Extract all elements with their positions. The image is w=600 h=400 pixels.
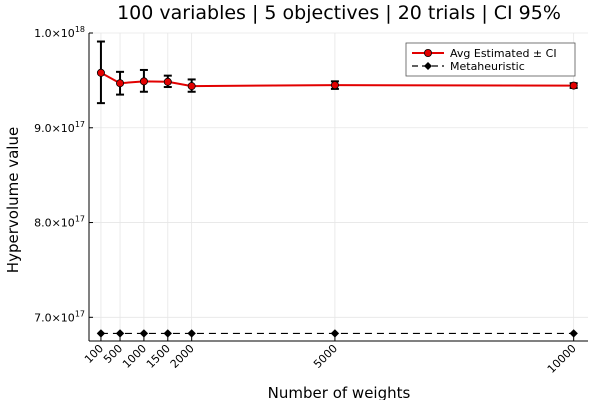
data-point [330, 81, 339, 90]
x-tick-label: 1000 [120, 342, 149, 371]
x-tick-label: 2000 [168, 342, 197, 371]
y-tick-exponent: 17 [75, 120, 85, 129]
series-avg-estimated [96, 40, 578, 105]
data-point [187, 82, 196, 91]
data-point [163, 329, 172, 338]
data-point [116, 79, 125, 88]
data-point [187, 329, 196, 338]
legend-item: Avg Estimated ± CI [412, 47, 557, 60]
y-tick-label: 1.0×1018 [34, 25, 85, 40]
y-tick-exponent: 18 [75, 25, 85, 34]
y-tick-label: 7.0×1017 [34, 309, 85, 324]
x-tick-label: 5000 [311, 342, 340, 371]
x-axis-label: Number of weights [268, 384, 411, 400]
data-point [139, 329, 149, 338]
data-point [330, 329, 340, 338]
x-tick-label: 1500 [144, 342, 173, 371]
data-point [115, 329, 125, 338]
data-point [139, 77, 148, 86]
data-point [96, 329, 106, 338]
legend-item: Metaheuristic [412, 60, 525, 73]
data-point [163, 77, 172, 86]
axes: 7.0×10178.0×10179.0×10171.0×101810050010… [34, 25, 588, 376]
y-tick-label: 9.0×1017 [34, 120, 85, 135]
data-point [569, 81, 578, 90]
y-tick-mantissa: 9.0×10 [34, 122, 75, 135]
legend-label: Avg Estimated ± CI [450, 47, 557, 60]
y-tick-mantissa: 8.0×10 [34, 217, 75, 230]
y-tick-label: 8.0×1017 [34, 215, 85, 230]
x-tick-label: 100 [82, 342, 106, 366]
series-layer [96, 40, 578, 338]
legend-box [405, 42, 576, 77]
x-tick-label: 10000 [545, 342, 579, 376]
y-axis-label: Hypervolume value [4, 127, 22, 273]
legend-label: Metaheuristic [450, 60, 525, 73]
legend-marker [423, 49, 432, 58]
y-tick-mantissa: 1.0×10 [34, 27, 75, 40]
chart-title: 100 variables | 5 objectives | 20 trials… [117, 2, 561, 24]
data-point [96, 68, 105, 77]
y-tick-exponent: 17 [75, 215, 85, 224]
series-metaheuristic [96, 329, 578, 338]
data-point [569, 329, 578, 338]
legend-marker [424, 62, 432, 70]
y-tick-exponent: 17 [75, 309, 85, 318]
grid-lines [89, 32, 588, 341]
y-tick-mantissa: 7.0×10 [34, 311, 75, 324]
